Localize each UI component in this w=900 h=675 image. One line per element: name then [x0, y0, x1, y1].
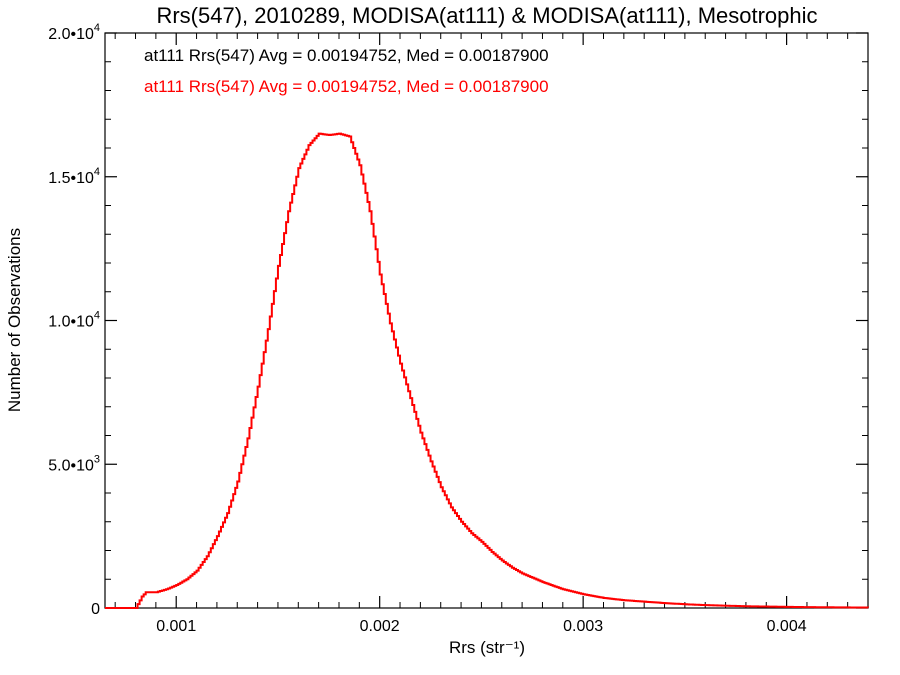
x-axis-title: Rrs (str⁻¹): [449, 638, 525, 657]
x-tick-label: 0.003: [563, 618, 603, 635]
x-tick-label: 0.002: [360, 618, 400, 635]
y-tick-label: 1.5•104: [48, 166, 100, 187]
x-tick-label: 0.001: [156, 618, 196, 635]
y-tick-label: 5.0•103: [48, 453, 100, 474]
plot-frame: [104, 32, 869, 609]
x-axis: 0.001 0.002 0.003 0.004: [114, 33, 869, 635]
y-axis: 0 5.0•103 1.0•104 1.5•104 2.0•104: [48, 22, 868, 618]
annotation-line-1: at111 Rrs(547) Avg = 0.00194752, Med = 0…: [144, 46, 549, 65]
x-tick-label: 0.004: [767, 618, 807, 635]
annotation-line-2: at111 Rrs(547) Avg = 0.00194752, Med = 0…: [144, 77, 549, 96]
y-axis-title: Number of Observations: [5, 228, 24, 412]
y-tick-label: 2.0•104: [48, 22, 100, 43]
y-tick-label: 1.0•104: [48, 310, 100, 331]
histogram-series-line: [105, 132, 869, 609]
y-tick-label: 0: [91, 601, 100, 618]
chart-title: Rrs(547), 2010289, MODISA(at111) & MODIS…: [156, 3, 817, 28]
